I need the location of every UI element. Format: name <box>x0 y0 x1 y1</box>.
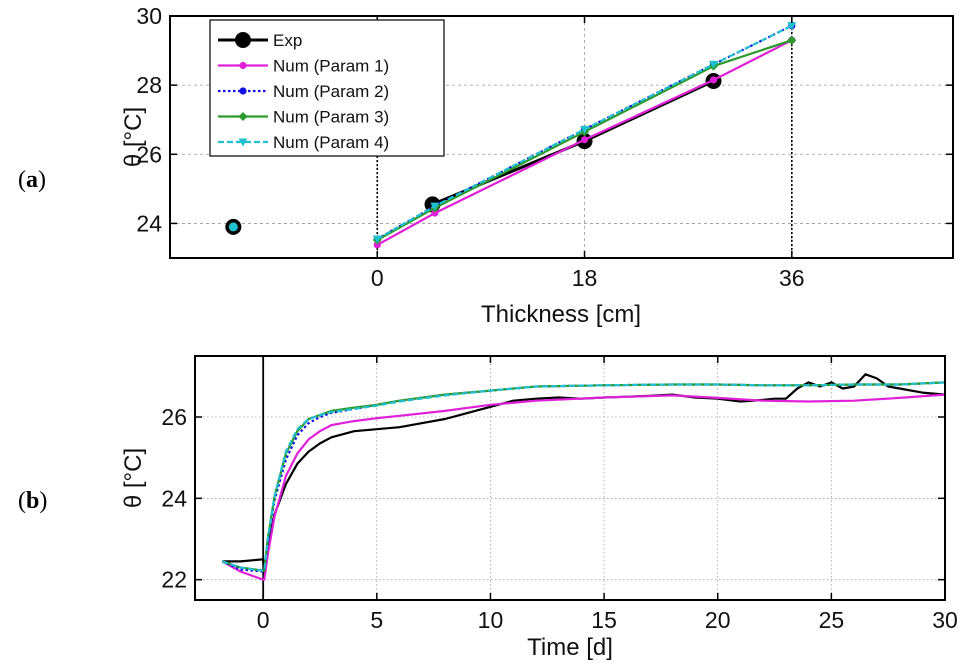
legend-label: Num (Param 1) <box>273 57 389 76</box>
panel-b-ticks: 22 24 26 0 5 10 15 20 25 30 <box>161 356 958 633</box>
y-tick-label: 30 <box>136 3 162 29</box>
data-point-num-param-3 <box>787 35 797 45</box>
legend: Exp Num (Param 1) Num (Param 2) Num (Param … <box>209 19 445 157</box>
y-tick-label: 26 <box>161 404 187 430</box>
data-point-num-param-4 <box>787 22 797 31</box>
panel-b-chart: 22 24 26 0 5 10 15 20 25 30 Time [d] θ [°C] <box>120 355 958 661</box>
panel-b-frame <box>194 355 946 601</box>
data-point-num-param-4 <box>430 202 440 211</box>
panel-a-label: (a) <box>18 167 46 193</box>
panel-a-frame <box>169 15 954 259</box>
series-num-param-4 <box>221 381 945 572</box>
panel-b-x-axis-title: Time [d] <box>527 634 613 661</box>
series-num-param-3 <box>221 381 945 572</box>
series-line-exp <box>222 373 945 579</box>
legend-entry-num-param-2: Num (Param 2) <box>218 82 389 101</box>
data-point-num-param-1 <box>709 76 718 84</box>
series-exp <box>222 373 945 579</box>
x-tick-label: 15 <box>591 607 617 633</box>
legend-swatch-marker <box>239 61 247 70</box>
y-tick-label: 24 <box>161 485 187 511</box>
panel-b-label: (b) <box>18 488 47 514</box>
series-num-param-4 <box>372 22 797 244</box>
legend-entry-exp: Exp <box>218 31 302 50</box>
legend-swatch-marker <box>238 138 248 147</box>
x-tick-label: 25 <box>819 607 845 633</box>
legend-swatch-marker <box>235 32 251 48</box>
data-point-num-param-1 <box>431 209 439 217</box>
legend-label: Num (Param 2) <box>273 82 389 101</box>
series-line-num-param-1 <box>221 393 945 581</box>
exp-point-fill <box>228 222 238 232</box>
x-tick-label: 10 <box>478 607 504 633</box>
panel-b-letter: b <box>26 488 39 514</box>
legend-swatch-marker <box>239 87 247 95</box>
panel-a-letter: a <box>26 167 38 193</box>
series-line-num-param-4 <box>221 381 945 572</box>
legend-entry-num-param-4: Num (Param 4) <box>218 133 389 152</box>
data-point-num-param-1 <box>373 241 381 249</box>
panel-a-series <box>225 22 797 249</box>
data-point-num-param-4 <box>708 60 718 69</box>
x-tick-label: 36 <box>779 265 805 291</box>
series-num-param-1 <box>373 36 796 249</box>
legend-label: Exp <box>273 31 302 50</box>
legend-swatch-marker <box>238 112 248 121</box>
y-tick-label: 26 <box>136 141 162 167</box>
legend-entry-num-param-3: Num (Param 3) <box>218 108 389 127</box>
x-tick-label: 0 <box>371 265 384 291</box>
x-tick-label: 5 <box>370 607 383 633</box>
y-tick-label: 24 <box>136 210 162 236</box>
x-tick-label: 18 <box>572 265 598 291</box>
data-point-num-param-4 <box>372 235 382 244</box>
panel-b-y-axis-title: θ [°C] <box>120 448 147 508</box>
legend-label: Num (Param 3) <box>273 108 389 127</box>
y-tick-label: 22 <box>161 567 187 593</box>
y-tick-label: 28 <box>136 72 162 98</box>
x-tick-label: 30 <box>932 607 958 633</box>
panel-a-x-axis-title: Thickness [cm] <box>481 301 641 328</box>
legend-label: Num (Param 4) <box>273 133 389 152</box>
series-line-num-param-3 <box>221 381 945 572</box>
panel-b-gridlines <box>195 356 946 600</box>
panel-a-chart: 24 26 28 30 0 18 36 Thickness [cm] θ [°C] Exp N… <box>120 3 954 328</box>
panel-b-series <box>221 373 945 581</box>
legend-entry-num-param-1: Num (Param 1) <box>218 57 389 76</box>
x-tick-label: 20 <box>705 607 731 633</box>
x-tick-label: 0 <box>257 607 270 633</box>
series-num-param-1 <box>221 393 945 581</box>
panel-a-y-axis-title: θ [°C] <box>120 107 147 167</box>
data-point-num-param-1 <box>580 136 589 144</box>
data-point-num-param-4 <box>580 125 590 134</box>
